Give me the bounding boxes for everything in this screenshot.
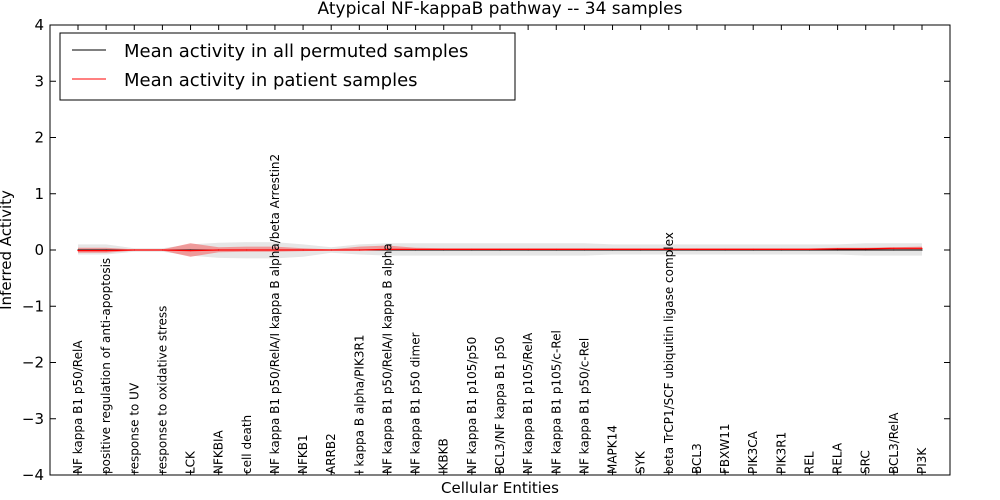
y-axis-label: Inferred Activity xyxy=(0,190,15,310)
x-category-label: positive regulation of anti-apoptosis xyxy=(99,258,113,474)
x-category-label: RELA xyxy=(831,442,845,474)
y-axis: 4 3 2 1 0 −1 −2 −3 −4 xyxy=(22,16,950,484)
data-point-s1-11 xyxy=(386,248,389,251)
data-point-s1-7 xyxy=(274,249,276,251)
x-category-label: cell death xyxy=(240,415,254,474)
data-point-s1-22 xyxy=(696,248,698,251)
data-point-s1-9 xyxy=(330,249,332,251)
x-category-label: NF kappa B1 p105/RelA xyxy=(521,332,535,474)
y-tick-label: 1 xyxy=(34,185,44,203)
x-category-label: response to UV xyxy=(127,382,141,474)
x-category-label: FBXW11 xyxy=(718,424,732,475)
data-point-s1-4 xyxy=(189,249,192,252)
data-point-s0-29 xyxy=(893,249,895,251)
y-tick-label: 4 xyxy=(34,16,44,34)
x-axis: NF kappa B1 p50/RelA positive regulation … xyxy=(71,25,929,475)
data-point-s1-28 xyxy=(865,248,867,250)
data-point-s1-3 xyxy=(161,249,163,251)
x-category-label: NF kappa B1 p105/p50 xyxy=(465,337,479,474)
x-category-label: PIK3R1 xyxy=(774,432,788,474)
data-point-s1-30 xyxy=(921,247,923,249)
x-category-label: PI3K xyxy=(915,447,929,474)
legend-label-permuted: Mean activity in all permuted samples xyxy=(124,41,468,62)
x-category-label: NFKB1 xyxy=(296,434,310,474)
data-point-s1-19 xyxy=(611,248,614,251)
series-lines xyxy=(77,247,923,252)
data-point-s1-10 xyxy=(358,249,360,251)
x-category-label: LCK xyxy=(184,450,198,474)
y-tick-label: −1 xyxy=(22,297,44,315)
y-tick-label: −2 xyxy=(22,354,44,372)
x-category-label: ARRB2 xyxy=(324,433,338,474)
x-category-label: MAPK14 xyxy=(606,425,620,474)
x-category-label: IKBKB xyxy=(437,438,451,474)
x-category-label: NF kappa B1 p50 dimer xyxy=(409,332,423,474)
data-point-s1-25 xyxy=(780,248,782,251)
x-axis-label: Cellular Entities xyxy=(441,479,559,497)
x-category-label: SYK xyxy=(634,450,648,474)
data-point-s1-20 xyxy=(640,248,642,251)
y-tick-label: 2 xyxy=(34,129,44,147)
data-point-s1-14 xyxy=(471,248,473,251)
y-tick-label: −4 xyxy=(22,466,44,484)
data-point-s1-26 xyxy=(808,248,811,251)
x-category-label: NF kappa B1 p50/RelA/I kappa B alpha xyxy=(380,243,394,474)
x-category-label: NF kappa B1 p50/RelA/I kappa B alpha/bet… xyxy=(268,154,282,474)
data-point-s1-2 xyxy=(133,249,135,251)
x-category-label: PIK3CA xyxy=(746,430,760,474)
data-point-s1-5 xyxy=(218,249,220,251)
chart-title: Atypical NF-kappaB pathway -- 34 samples xyxy=(318,0,683,19)
y-tick-label: 0 xyxy=(34,241,44,259)
legend-box xyxy=(59,32,516,101)
x-category-label: NF kappa B1 p105/c-Rel xyxy=(549,330,563,474)
data-point-s1-13 xyxy=(443,248,445,251)
x-category-label: REL xyxy=(802,451,816,474)
legend-label-patient: Mean activity in patient samples xyxy=(124,70,418,91)
x-category-label: I kappa B alpha/PIK3R1 xyxy=(352,335,366,474)
data-point-s1-27 xyxy=(837,248,839,250)
data-point-s1-15 xyxy=(499,248,501,251)
legend: Mean activity in all permuted samples Me… xyxy=(59,32,516,101)
data-point-s1-29 xyxy=(893,247,895,249)
x-category-label: BCL3/RelA xyxy=(887,412,901,474)
x-category-label: NF kappa B1 p50/RelA xyxy=(71,340,85,474)
data-point-s1-1 xyxy=(105,249,107,252)
x-category-label: SRC xyxy=(859,450,873,474)
data-point-s1-17 xyxy=(555,248,557,251)
data-point-s1-24 xyxy=(752,248,754,251)
data-point-s1-12 xyxy=(415,248,417,251)
x-category-label: response to oxidative stress xyxy=(155,306,169,474)
data-point-s1-18 xyxy=(583,248,586,251)
x-category-label: BCL3 xyxy=(690,443,704,474)
data-point-s0-30 xyxy=(921,249,923,251)
data-point-s1-16 xyxy=(527,248,529,251)
data-point-s1-0 xyxy=(77,249,79,252)
x-category-label: beta TrCP1/SCF ubiquitin ligase complex xyxy=(662,232,676,474)
data-point-s1-23 xyxy=(724,248,726,251)
y-tick-label: −3 xyxy=(22,410,44,428)
x-category-label: BCL3/NF kappa B1 p50 xyxy=(493,336,507,474)
x-category-label: NF kappa B1 p50/c-Rel xyxy=(577,338,591,474)
data-point-s0-27 xyxy=(837,249,839,251)
y-tick-label: 3 xyxy=(34,72,44,90)
x-category-label: NFKBIA xyxy=(212,429,226,474)
data-point-s1-21 xyxy=(668,248,670,251)
data-point-s1-8 xyxy=(302,249,304,251)
data-point-s0-28 xyxy=(865,249,867,251)
data-point-s1-6 xyxy=(246,249,248,251)
